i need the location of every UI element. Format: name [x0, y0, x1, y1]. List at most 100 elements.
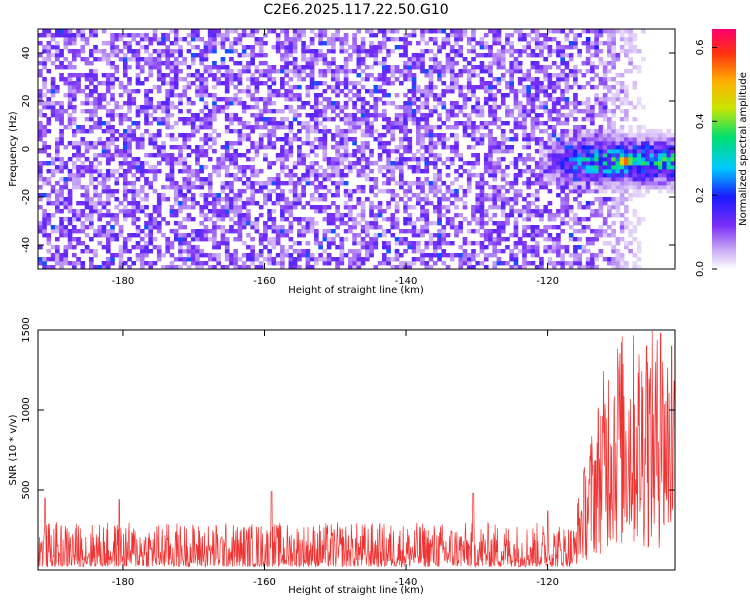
- spectrogram-cell: [394, 249, 400, 254]
- spectrogram-cell: [84, 205, 90, 210]
- spectrogram-cell: [360, 129, 366, 134]
- spectrogram-cell: [526, 157, 532, 162]
- spectrogram-cell: [500, 177, 506, 182]
- spectrogram-cell: [292, 189, 298, 194]
- spectrogram-cell: [636, 217, 642, 222]
- spectrogram-cell: [343, 201, 349, 206]
- spectrogram-cell: [305, 113, 311, 118]
- spectrogram-cell: [237, 221, 243, 226]
- spectrogram-cell: [496, 237, 502, 242]
- spectrogram-cell: [186, 217, 192, 222]
- spectrogram-cell: [645, 137, 650, 142]
- spectrogram-cell: [101, 261, 107, 266]
- spectrogram-cell: [530, 85, 536, 90]
- spectrogram-cell: [352, 81, 357, 86]
- spectrogram-cell: [207, 37, 213, 42]
- spectrogram-cell: [619, 129, 625, 134]
- spectrogram-cell: [479, 109, 485, 114]
- spectrogram-cell: [636, 161, 642, 166]
- spectrogram-cell: [556, 53, 561, 58]
- spectrogram-cell: [437, 173, 442, 178]
- spectrogram-cell: [182, 161, 188, 166]
- spectrogram-cell: [390, 257, 396, 262]
- spectrogram-cell: [449, 253, 455, 258]
- spectrogram-cell: [237, 101, 243, 106]
- spectrogram-cell: [54, 113, 60, 118]
- spectrogram-cell: [441, 101, 447, 106]
- spectrogram-cell: [386, 249, 391, 254]
- spectrogram-cell: [161, 121, 166, 126]
- spectrogram-cell: [407, 197, 413, 202]
- spectrogram-cell: [539, 145, 544, 150]
- spectrogram-cell: [454, 149, 459, 154]
- spectrogram-cell: [598, 109, 604, 114]
- spectrogram-cell: [241, 201, 247, 206]
- spectrogram-cell: [551, 177, 557, 182]
- spectrogram-cell: [246, 181, 251, 186]
- spectrogram-cell: [331, 77, 336, 82]
- spectrogram-cell: [534, 197, 540, 202]
- spectrogram-cell: [547, 77, 553, 82]
- spectrogram-cell: [534, 225, 540, 230]
- spectrogram-cell: [573, 261, 578, 266]
- spectrogram-cell: [624, 137, 629, 142]
- spectrogram-cell: [67, 201, 73, 206]
- spectrogram-cell: [445, 157, 451, 162]
- spectrogram-cell: [641, 157, 646, 162]
- spectrogram-cell: [335, 257, 340, 262]
- spectrogram-cell: [93, 157, 98, 162]
- spectrogram-cell: [458, 165, 464, 170]
- spectrogram-cell: [594, 45, 599, 50]
- spectrogram-cell: [229, 197, 234, 202]
- spectrogram-cell: [530, 237, 536, 242]
- spectrogram-cell: [602, 169, 608, 174]
- spectrogram-cell: [288, 49, 294, 54]
- spectrogram-cell: [445, 221, 451, 226]
- spectrogram-cell: [182, 37, 188, 42]
- spectrogram-cell: [161, 233, 166, 238]
- spectrogram-cell: [348, 97, 353, 102]
- spectrogram-cell: [364, 125, 370, 130]
- spectrogram-cell: [263, 69, 268, 74]
- spectrogram-cell: [254, 253, 260, 258]
- spectrogram-cell: [564, 33, 570, 38]
- spectrogram-cell: [517, 49, 523, 54]
- spectrogram-cell: [237, 129, 243, 134]
- spectrogram-cell: [543, 173, 548, 178]
- spectrogram-cell: [144, 49, 149, 54]
- spectrogram-cell: [462, 93, 468, 98]
- spectrogram-cell: [233, 201, 238, 206]
- spectrogram-cell: [513, 173, 519, 178]
- spectrogram-cell: [364, 129, 370, 134]
- spectrogram-cell: [139, 173, 145, 178]
- spectrogram-cell: [165, 61, 171, 66]
- spectrogram-cell: [496, 41, 502, 46]
- spectrogram-cell: [216, 197, 222, 202]
- spectrogram-cell: [71, 57, 77, 62]
- spectrogram-cell: [110, 213, 115, 218]
- spectrogram-cell: [428, 141, 434, 146]
- spectrogram-cell: [156, 161, 162, 166]
- spectrogram-cell: [458, 105, 464, 110]
- spectrogram-cell: [271, 257, 277, 262]
- spectrogram-cell: [458, 261, 464, 266]
- spectrogram-cell: [492, 177, 498, 182]
- spectrogram-cell: [173, 105, 179, 110]
- spectrogram-cell: [267, 177, 272, 182]
- spectrogram-cell: [522, 113, 527, 118]
- spectrogram-cell: [237, 197, 243, 202]
- spectrogram-cell: [110, 225, 115, 230]
- spectrogram-cell: [139, 189, 145, 194]
- spectrogram-cell: [127, 65, 132, 70]
- spectrogram-cell: [381, 77, 387, 82]
- spectrogram-cell: [398, 81, 404, 86]
- spectrogram-cell: [356, 117, 362, 122]
- spectrogram-cell: [305, 141, 311, 146]
- spectrogram-cell: [390, 213, 396, 218]
- spectrogram-cell: [173, 265, 179, 270]
- spectrogram-cell: [568, 181, 574, 186]
- spectrogram-cell: [233, 49, 238, 54]
- spectrogram-cell: [352, 137, 357, 142]
- spectrogram-cell: [517, 249, 523, 254]
- spectrogram-cell: [335, 113, 340, 118]
